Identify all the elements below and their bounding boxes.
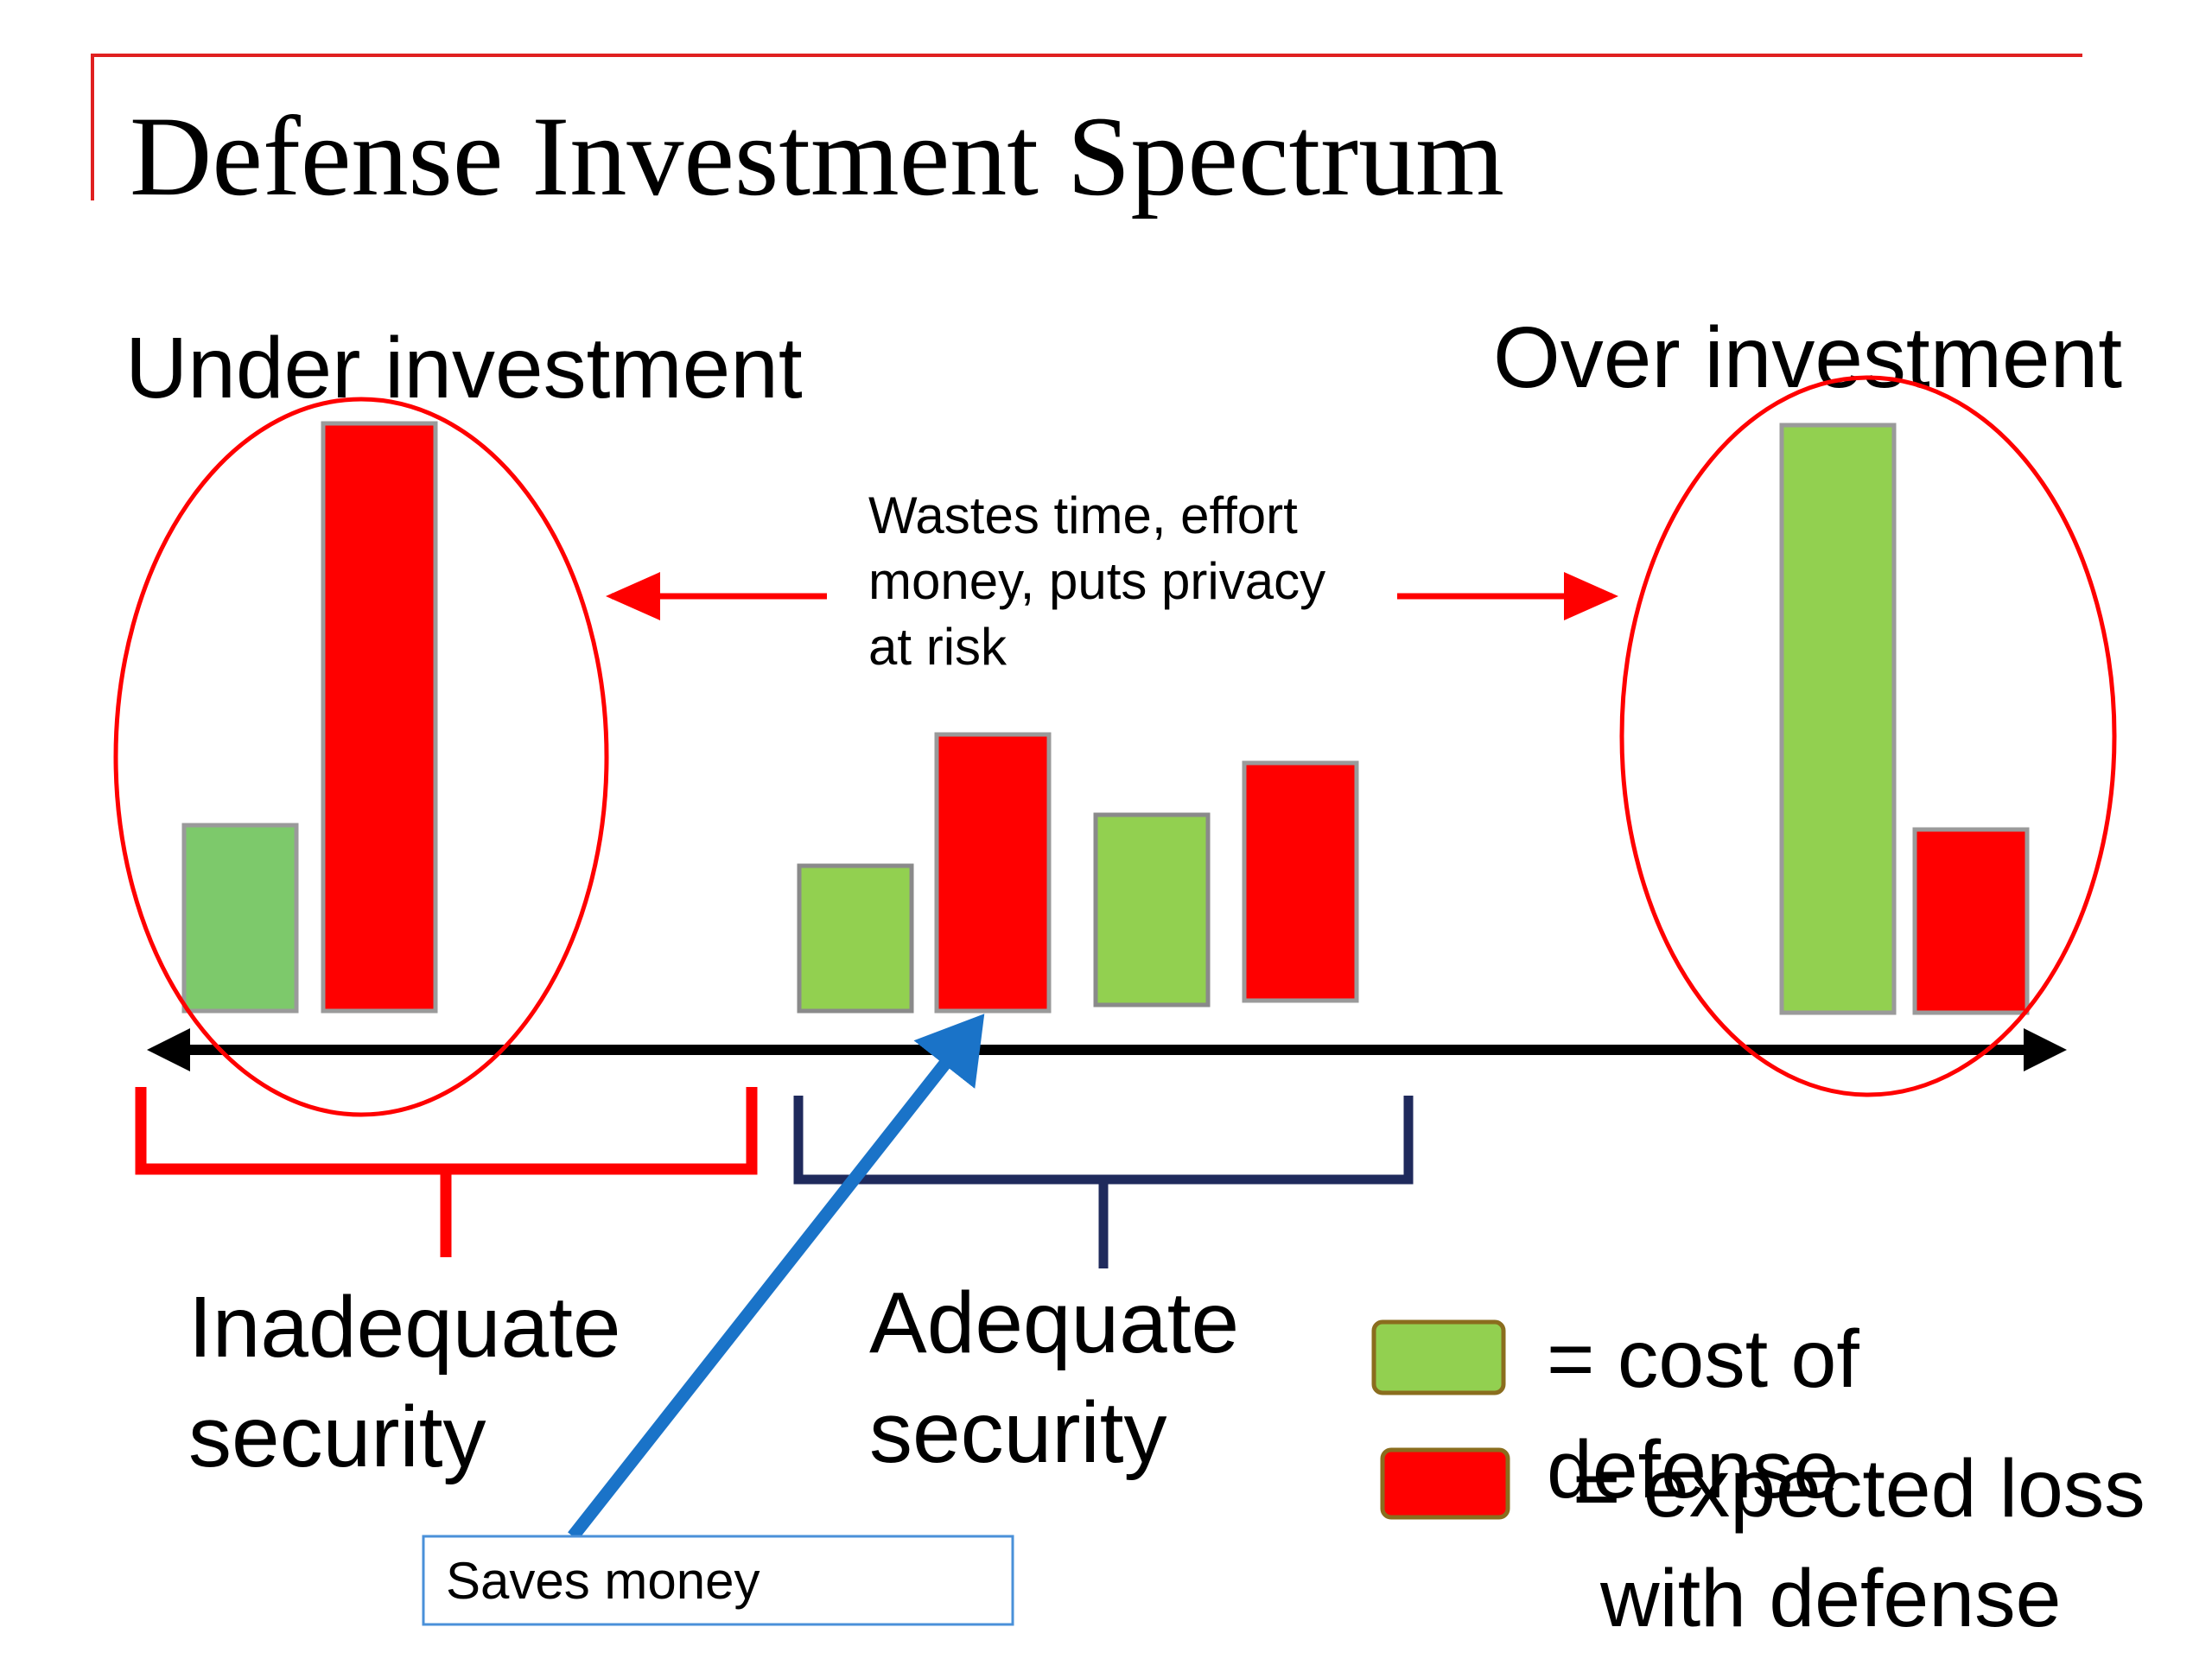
over-cost-bar <box>1779 423 1897 1015</box>
wastes-note-line-1: Wastes time, effort <box>868 486 1298 544</box>
legend-loss-line-2: with defense <box>1599 1553 2061 1644</box>
legend-loss-label: = expected loss with defense <box>1573 1443 2168 1644</box>
legend-cost-label: = cost of defense <box>1547 1313 1882 1516</box>
legend-cost-swatch <box>1371 1319 1506 1395</box>
inadequate-security-label: Inadequate security <box>188 1279 645 1485</box>
legend-cost-line-2: defense <box>1547 1424 1839 1516</box>
saves-money-box <box>422 1535 1014 1626</box>
under-loss-bar <box>321 421 438 1014</box>
adequate-line-2: security <box>869 1384 1167 1481</box>
saves-money-label: Saves money <box>446 1552 760 1610</box>
adequate-security-label: Adequate security <box>869 1274 1263 1481</box>
inadequate-line-2: security <box>188 1389 486 1485</box>
under-cost-bar <box>181 823 299 1014</box>
adequate-loss-bar-1 <box>934 732 1052 1014</box>
wastes-note: Wastes time, effort money, puts privacy … <box>868 486 1340 676</box>
wastes-note-line-3: at risk <box>868 618 1007 676</box>
under-investment-label: Under investment <box>125 320 803 416</box>
over-loss-bar <box>1912 827 2030 1015</box>
slide-title: Defense Investment Spectrum <box>130 92 1504 219</box>
inadequate-bracket <box>135 1087 758 1257</box>
adequate-line-1: Adequate <box>869 1274 1239 1371</box>
adequate-cost-bar-1 <box>797 863 914 1014</box>
legend-loss-line-1: = expected loss <box>1573 1443 2145 1535</box>
inadequate-line-1: Inadequate <box>188 1279 621 1376</box>
adequate-bracket <box>793 1096 1414 1268</box>
adequate-cost-bar-2 <box>1093 812 1211 1007</box>
legend-cost-line-1: = cost of <box>1547 1313 1859 1405</box>
saves-money-arrow <box>568 1014 985 1541</box>
axis-right-arrowhead <box>2024 1028 2067 1071</box>
adequate-loss-bar-2 <box>1242 760 1359 1003</box>
legend-loss-swatch <box>1380 1447 1510 1520</box>
under-investment-ellipse <box>113 397 609 1117</box>
axis-left-arrowhead <box>147 1028 190 1071</box>
over-investment-ellipse <box>1619 375 2117 1097</box>
wastes-note-line-2: money, puts privacy <box>868 552 1325 610</box>
over-investment-label: Over investment <box>1493 309 2122 406</box>
